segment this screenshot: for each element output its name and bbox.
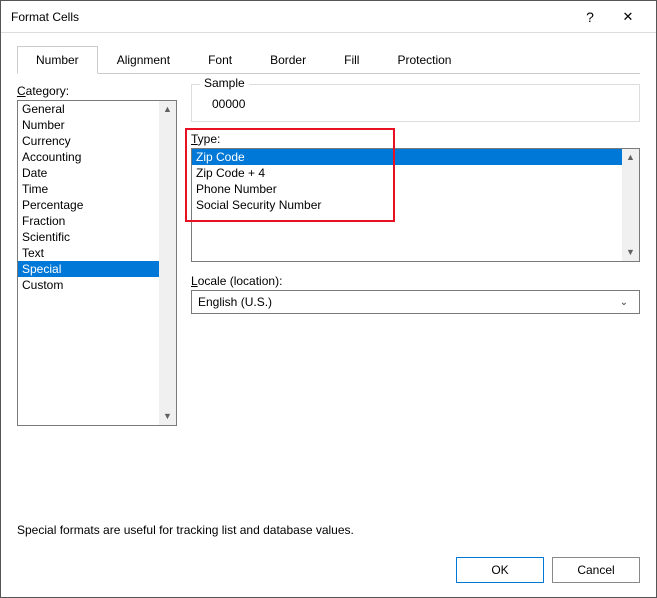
category-label-rest: ategory:: [26, 84, 69, 98]
cancel-button[interactable]: Cancel: [552, 557, 640, 583]
tab-protection[interactable]: Protection: [378, 46, 470, 74]
scrollbar-track[interactable]: ▲ ▼: [622, 149, 639, 261]
number-panel: Category: GeneralNumberCurrencyAccountin…: [17, 74, 640, 537]
chevron-down-icon[interactable]: ⌄: [615, 297, 633, 308]
dialog-buttons: OK Cancel: [1, 547, 656, 597]
locale-value: English (U.S.): [198, 295, 615, 309]
type-accelerator: T: [191, 132, 198, 146]
scroll-up-icon[interactable]: ▲: [622, 149, 639, 166]
locale-accelerator: L: [191, 274, 198, 288]
tab-border[interactable]: Border: [251, 46, 325, 74]
tab-fill[interactable]: Fill: [325, 46, 378, 74]
category-column: Category: GeneralNumberCurrencyAccountin…: [17, 84, 177, 505]
right-column: Sample 00000 Type: Zip CodeZip Code + 4P…: [191, 84, 640, 505]
ok-button[interactable]: OK: [456, 557, 544, 583]
category-item[interactable]: General: [18, 101, 159, 117]
panel-row: Category: GeneralNumberCurrencyAccountin…: [17, 84, 640, 505]
category-listbox[interactable]: GeneralNumberCurrencyAccountingDateTimeP…: [17, 100, 177, 426]
type-item[interactable]: Social Security Number: [192, 197, 622, 213]
category-accelerator: C: [17, 84, 26, 98]
category-item[interactable]: Accounting: [18, 149, 159, 165]
tab-alignment[interactable]: Alignment: [98, 46, 189, 74]
dialog-content: Number Alignment Font Border Fill Protec…: [1, 33, 656, 547]
category-item[interactable]: Number: [18, 117, 159, 133]
type-item[interactable]: Phone Number: [192, 181, 622, 197]
sample-legend: Sample: [200, 76, 249, 90]
type-label: Type:: [191, 132, 640, 146]
scroll-down-icon[interactable]: ▼: [159, 408, 176, 425]
type-item[interactable]: Zip Code + 4: [192, 165, 622, 181]
tab-font[interactable]: Font: [189, 46, 251, 74]
category-item[interactable]: Special: [18, 261, 159, 277]
scrollbar-track[interactable]: ▲ ▼: [159, 101, 176, 425]
category-item[interactable]: Custom: [18, 277, 159, 293]
type-section: Type: Zip CodeZip Code + 4Phone NumberSo…: [191, 132, 640, 262]
sample-group: Sample 00000: [191, 84, 640, 122]
type-listbox[interactable]: Zip CodeZip Code + 4Phone NumberSocial S…: [191, 148, 640, 262]
window-title: Format Cells: [11, 10, 572, 24]
category-item[interactable]: Currency: [18, 133, 159, 149]
scroll-down-icon[interactable]: ▼: [622, 244, 639, 261]
close-button[interactable]: ✕: [608, 9, 648, 25]
locale-combobox[interactable]: English (U.S.) ⌄: [191, 290, 640, 314]
category-item[interactable]: Scientific: [18, 229, 159, 245]
locale-label: Locale (location):: [191, 274, 640, 288]
titlebar: Format Cells ? ✕: [1, 1, 656, 33]
category-label: Category:: [17, 84, 177, 98]
sample-value: 00000: [202, 91, 629, 111]
tab-number[interactable]: Number: [17, 46, 98, 74]
scroll-up-icon[interactable]: ▲: [159, 101, 176, 118]
description-text: Special formats are useful for tracking …: [17, 505, 640, 537]
locale-label-rest: ocale (location):: [198, 274, 283, 288]
category-item[interactable]: Date: [18, 165, 159, 181]
category-item[interactable]: Percentage: [18, 197, 159, 213]
tab-strip: Number Alignment Font Border Fill Protec…: [17, 45, 640, 74]
help-button[interactable]: ?: [572, 9, 608, 25]
type-item[interactable]: Zip Code: [192, 149, 622, 165]
type-label-rest: ype:: [198, 132, 221, 146]
category-item[interactable]: Fraction: [18, 213, 159, 229]
category-item[interactable]: Time: [18, 181, 159, 197]
format-cells-dialog: Format Cells ? ✕ Number Alignment Font B…: [0, 0, 657, 598]
category-item[interactable]: Text: [18, 245, 159, 261]
